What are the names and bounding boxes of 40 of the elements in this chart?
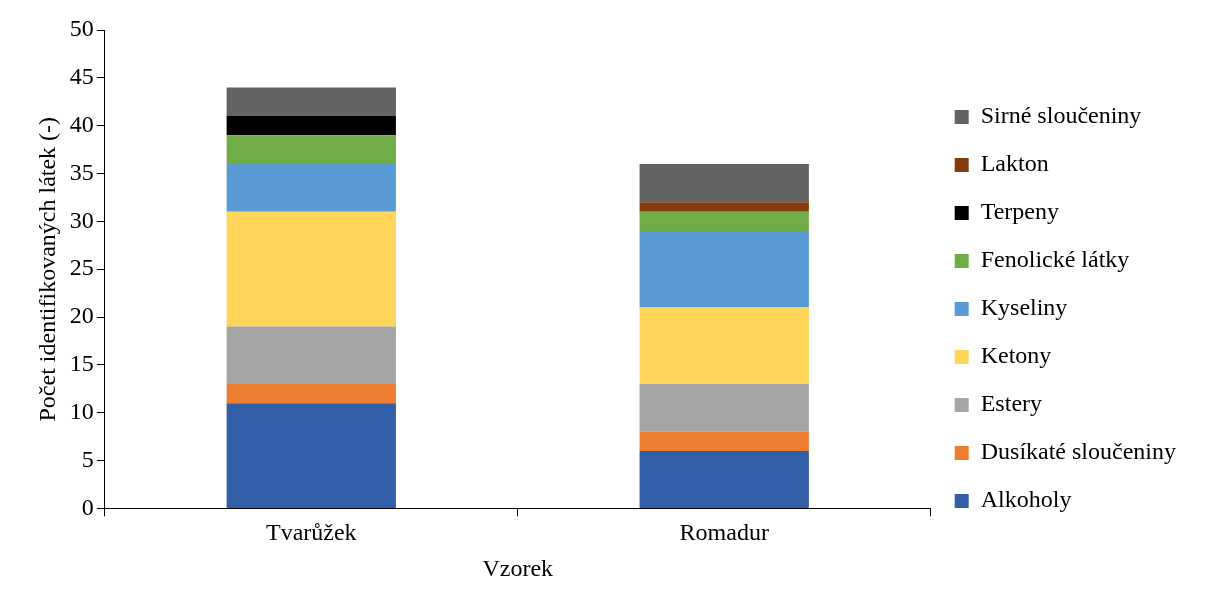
y-tick-label: 20	[69, 302, 94, 329]
y-tick-label: 35	[69, 158, 94, 185]
bar	[639, 163, 809, 203]
bar	[226, 326, 396, 385]
bar	[226, 116, 396, 136]
x-axis-title: Vzorek	[482, 554, 554, 581]
bar	[226, 87, 396, 117]
bar	[226, 403, 396, 508]
bar	[639, 211, 809, 231]
bar	[639, 384, 809, 432]
legend-label: Dusíkaté sloučeniny	[980, 438, 1176, 465]
bar	[639, 431, 809, 451]
bar	[639, 230, 809, 308]
legend-label: Kyseliny	[980, 294, 1068, 321]
y-tick-label: 5	[81, 445, 94, 472]
legend-label: Estery	[980, 390, 1043, 417]
legend-label: Ketony	[980, 342, 1052, 369]
legend-label: Terpeny	[980, 198, 1059, 225]
bar	[639, 450, 809, 508]
legend-label: Lakton	[980, 150, 1049, 177]
bar	[226, 135, 396, 164]
legend-label: Alkoholy	[980, 486, 1072, 513]
bar	[226, 384, 396, 404]
x-tick-label: Tvarůžek	[265, 519, 357, 546]
y-tick-label: 0	[81, 493, 94, 520]
y-tick-label: 25	[69, 254, 94, 281]
y-tick-label: 15	[69, 350, 94, 377]
y-tick-label: 45	[69, 63, 94, 90]
bar	[226, 211, 396, 327]
y-tick-label: 10	[69, 398, 94, 425]
legend-label: Fenolické látky	[980, 246, 1130, 273]
bar	[639, 307, 809, 385]
bar	[639, 202, 809, 212]
legend-label: Sirné sloučeniny	[980, 102, 1142, 129]
x-tick-label: Romadur	[679, 519, 769, 546]
bar	[226, 163, 396, 212]
y-axis-title: Počet identifikovaných látek (-)	[33, 116, 60, 422]
y-tick-label: 40	[69, 110, 94, 137]
y-tick-label: 50	[69, 15, 94, 42]
y-tick-label: 30	[69, 206, 94, 233]
